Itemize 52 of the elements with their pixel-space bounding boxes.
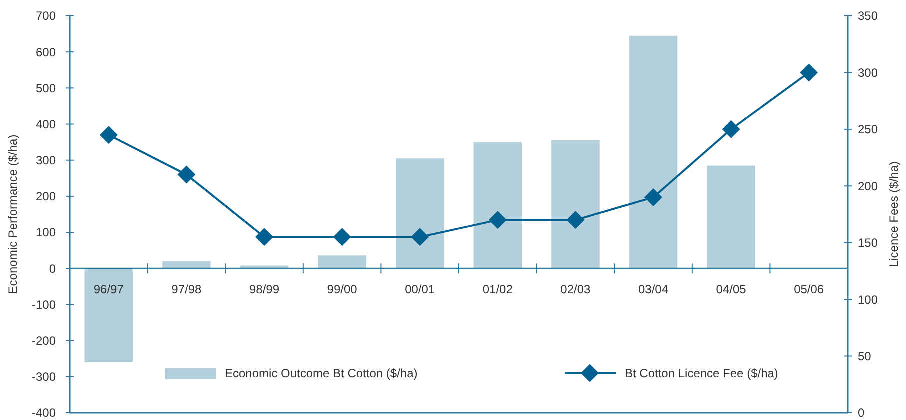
point: [722, 120, 740, 138]
point: [644, 188, 662, 206]
point: [100, 126, 118, 144]
bar: [552, 140, 600, 269]
y2-tick-label: 0: [858, 406, 865, 420]
point: [800, 64, 818, 82]
bar: [318, 256, 366, 269]
y2-axis-title: Licence Fees ($/ha): [887, 161, 901, 268]
point: [411, 228, 430, 246]
x-tick-label: 96/97: [94, 282, 124, 297]
y-tick-label: -300: [32, 370, 56, 384]
point: [256, 228, 274, 246]
y-tick-label: 700: [36, 9, 56, 24]
y2-tick-label: 250: [858, 122, 878, 137]
x-tick-label: 00/01: [405, 282, 436, 297]
y-tick-label: 100: [36, 226, 56, 240]
y2-tick-label: 350: [858, 9, 878, 24]
x-tick-label: 97/98: [172, 282, 202, 297]
legend-label: Economic Outcome Bt Cotton ($/ha): [225, 366, 418, 380]
x-tick-label: 03/04: [638, 282, 669, 297]
y2-tick-label: 200: [858, 179, 878, 194]
y-tick-label: 600: [36, 45, 56, 60]
y-tick-label: -100: [32, 298, 56, 312]
y2-tick-label: 100: [858, 292, 878, 307]
y-tick-label: 200: [36, 190, 56, 204]
point: [178, 166, 196, 184]
bar: [707, 166, 756, 269]
bar: [474, 142, 522, 269]
point: [333, 228, 352, 246]
y-tick-label: -200: [32, 334, 56, 348]
y2-tick-label: 150: [858, 236, 878, 250]
y-axis-title: Economic Performance ($/ha): [6, 134, 20, 294]
legend-label: Bt Cotton Licence Fee ($/ha): [625, 366, 778, 380]
y-tick-label: 400: [36, 117, 56, 132]
x-tick-label: 04/05: [716, 282, 747, 297]
bar: [629, 36, 678, 269]
x-tick-label: 01/02: [482, 282, 514, 297]
y-tick-label: -400: [32, 406, 56, 420]
y-tick-label: 500: [36, 81, 56, 96]
y-tick-label: 0: [49, 262, 56, 276]
y2-tick-label: 50: [858, 349, 872, 364]
bar: [396, 158, 444, 269]
x-tick-label: 02/03: [560, 282, 592, 297]
x-tick-label: 05/06: [794, 282, 824, 297]
bar: [84, 268, 134, 362]
x-tick-label: 99/00: [327, 282, 358, 297]
point: [566, 211, 585, 230]
y-tick-label: 300: [36, 154, 56, 168]
x-tick-label: 98/99: [249, 282, 280, 297]
y2-tick-label: 300: [858, 66, 878, 80]
bar: [162, 261, 211, 269]
point: [488, 211, 507, 230]
